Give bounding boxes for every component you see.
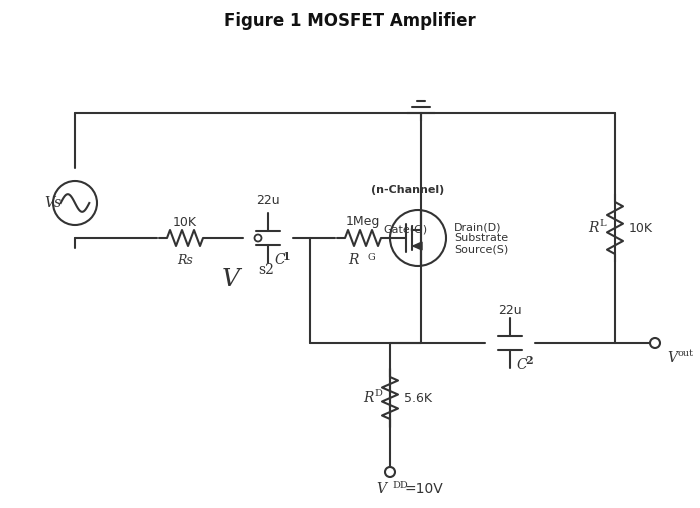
Text: DD: DD xyxy=(392,482,407,491)
Text: 1: 1 xyxy=(283,250,290,262)
Text: R: R xyxy=(363,391,373,405)
Text: (n-Channel): (n-Channel) xyxy=(372,185,444,195)
Text: C: C xyxy=(516,358,526,372)
Text: V: V xyxy=(222,269,240,292)
Text: C: C xyxy=(274,253,285,267)
Text: 22u: 22u xyxy=(498,304,522,318)
Text: 1Meg: 1Meg xyxy=(346,215,380,229)
Text: 5.6K: 5.6K xyxy=(404,392,432,404)
Text: 22u: 22u xyxy=(256,194,280,206)
Text: =10V: =10V xyxy=(404,482,442,496)
Text: L: L xyxy=(600,219,606,229)
Text: R: R xyxy=(349,253,359,267)
Text: 2: 2 xyxy=(525,356,533,366)
Text: 10K: 10K xyxy=(173,215,197,229)
Text: Drain(D): Drain(D) xyxy=(454,222,501,232)
Text: V: V xyxy=(376,482,386,496)
Text: G: G xyxy=(367,252,374,262)
Text: R: R xyxy=(588,221,598,235)
Polygon shape xyxy=(413,242,422,250)
Text: D: D xyxy=(374,390,382,398)
Text: Vs: Vs xyxy=(44,196,62,210)
Text: Rs: Rs xyxy=(177,253,193,267)
Text: s2: s2 xyxy=(258,263,274,277)
Text: Source(S): Source(S) xyxy=(454,244,508,254)
Text: V: V xyxy=(667,351,677,365)
Text: Gate(G): Gate(G) xyxy=(383,225,427,235)
Text: 10K: 10K xyxy=(629,221,653,235)
Text: out: out xyxy=(677,350,693,359)
Text: Figure 1 MOSFET Amplifier: Figure 1 MOSFET Amplifier xyxy=(224,12,476,30)
Text: Substrate: Substrate xyxy=(454,233,508,243)
